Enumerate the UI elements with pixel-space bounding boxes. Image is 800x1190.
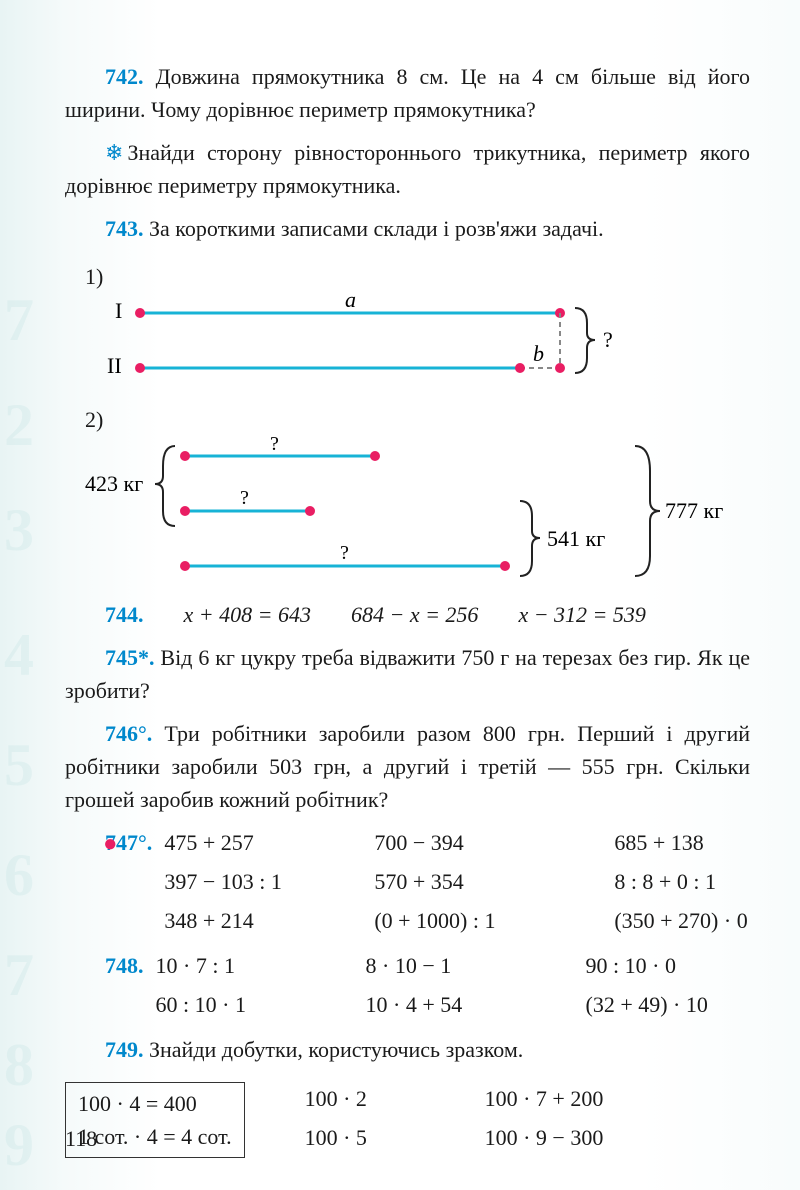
problem-text: Довжина прямокутника 8 см. Це на 4 см бі… [65, 64, 750, 122]
qmark: ? [240, 487, 249, 509]
problem-number: 745*. [105, 645, 155, 670]
weight-541: 541 кг [547, 526, 605, 551]
problem-number: 749. [105, 1037, 144, 1062]
snowflake-icon: ❄ [105, 140, 123, 165]
problem-747: ● 747°. 475 + 257 700 − 394 685 + 138 39… [65, 826, 750, 937]
var-a: a [345, 293, 356, 312]
weight-777: 777 кг [665, 498, 723, 523]
var-b: b [533, 341, 544, 366]
expr: (32 + 49) · 10 [586, 988, 796, 1021]
bg-digit: 5 [4, 720, 34, 810]
problem-number: 746°. [105, 721, 152, 746]
problem-746: 746°. Три робітники заробили разом 800 г… [65, 717, 750, 816]
expr: 700 − 394 [374, 826, 584, 859]
bg-digit: 7 [4, 930, 34, 1020]
expr: 685 + 138 [614, 826, 800, 859]
expr: 100 · 2 [305, 1082, 445, 1115]
problem-text: Від 6 кг цукру треба відважити 750 г на … [65, 645, 750, 703]
expr: 10 · 4 + 54 [366, 988, 556, 1021]
problem-745: 745*. Від 6 кг цукру треба відважити 750… [65, 641, 750, 707]
expr: 100 · 9 − 300 [485, 1121, 665, 1154]
mark-two: II [107, 353, 122, 378]
diagram-svg: I a II b ? [85, 293, 685, 393]
problem-text: За короткими записами склади і розв'яжи … [149, 216, 604, 241]
problem-text: Знайди добутки, користуючись зразком. [149, 1037, 523, 1062]
qmark: ? [270, 436, 279, 455]
bg-digit: 3 [4, 485, 34, 575]
equation: 684 − x = 256 [351, 598, 478, 631]
mark-one: I [115, 298, 122, 323]
expr: 397 − 103 : 1 [164, 865, 344, 898]
expr: (350 + 270) · 0 [614, 904, 800, 937]
diagram-label: 1) [85, 260, 115, 293]
equation: x − 312 = 539 [518, 598, 645, 631]
expr: 100 · 5 [305, 1121, 445, 1154]
problem-749: 749. Знайди добутки, користуючись зразко… [65, 1033, 750, 1066]
equation: x + 408 = 643 [184, 598, 311, 631]
expr: 10 · 7 : 1 [156, 949, 336, 982]
bg-digit: 7 [4, 275, 34, 365]
expr: (0 + 1000) : 1 [374, 904, 584, 937]
qmark: ? [340, 542, 349, 564]
problem-number: 748. [105, 949, 144, 1021]
expr: 8 : 8 + 0 : 1 [614, 865, 800, 898]
problem-742-extra: ❄Знайди сторону рівностороннього трикутн… [65, 136, 750, 202]
bg-digit: 6 [4, 830, 34, 920]
weight-423: 423 кг [85, 471, 143, 496]
problem-text: Знайди сторону рівностороннього трикутни… [65, 140, 750, 198]
expr: 90 : 10 · 0 [586, 949, 796, 982]
bullet-icon: ● [103, 826, 118, 862]
expr: 100 · 7 + 200 [485, 1082, 665, 1115]
problem-number: 742. [105, 64, 144, 89]
problem-744: 744. x + 408 = 643 684 − x = 256 x − 312… [105, 598, 750, 631]
problem-743: 743. За короткими записами склади і розв… [65, 212, 750, 245]
diagram-743-1: 1) I a II b ? [85, 255, 750, 393]
box-line: 100 · 4 = 400 [78, 1087, 232, 1120]
expr: 570 + 354 [374, 865, 584, 898]
expr: 8 · 10 − 1 [366, 949, 556, 982]
expr: 475 + 257 [164, 826, 344, 859]
bg-digit: 2 [4, 380, 34, 470]
problem-749-table: 100 · 4 = 400 1 сот. · 4 = 4 сот. 100 · … [65, 1076, 750, 1158]
problem-number: 744. [105, 598, 144, 631]
expr: 60 : 10 · 1 [156, 988, 336, 1021]
page-number: 118 [65, 1122, 97, 1155]
diagram-svg-2: 423 кг ? ? ? 541 кг 777 кг [85, 436, 765, 586]
qmark: ? [603, 327, 613, 352]
bg-digit: 8 [4, 1020, 34, 1110]
problem-742: 742. Довжина прямокутника 8 см. Це на 4 … [65, 60, 750, 126]
bg-digit: 9 [4, 1100, 34, 1190]
problem-748: 748. 10 · 7 : 1 8 · 10 − 1 90 : 10 · 0 6… [65, 949, 750, 1021]
diagram-label: 2) [85, 403, 115, 436]
expr: 348 + 214 [164, 904, 344, 937]
box-line: 1 сот. · 4 = 4 сот. [78, 1120, 232, 1153]
bg-digit: 4 [4, 610, 34, 700]
problem-number: 743. [105, 216, 144, 241]
diagram-743-2: 2) 423 кг ? ? ? 541 кг 777 кг [85, 398, 750, 586]
problem-text: Три робітники заробили разом 800 грн. Пе… [65, 721, 750, 812]
